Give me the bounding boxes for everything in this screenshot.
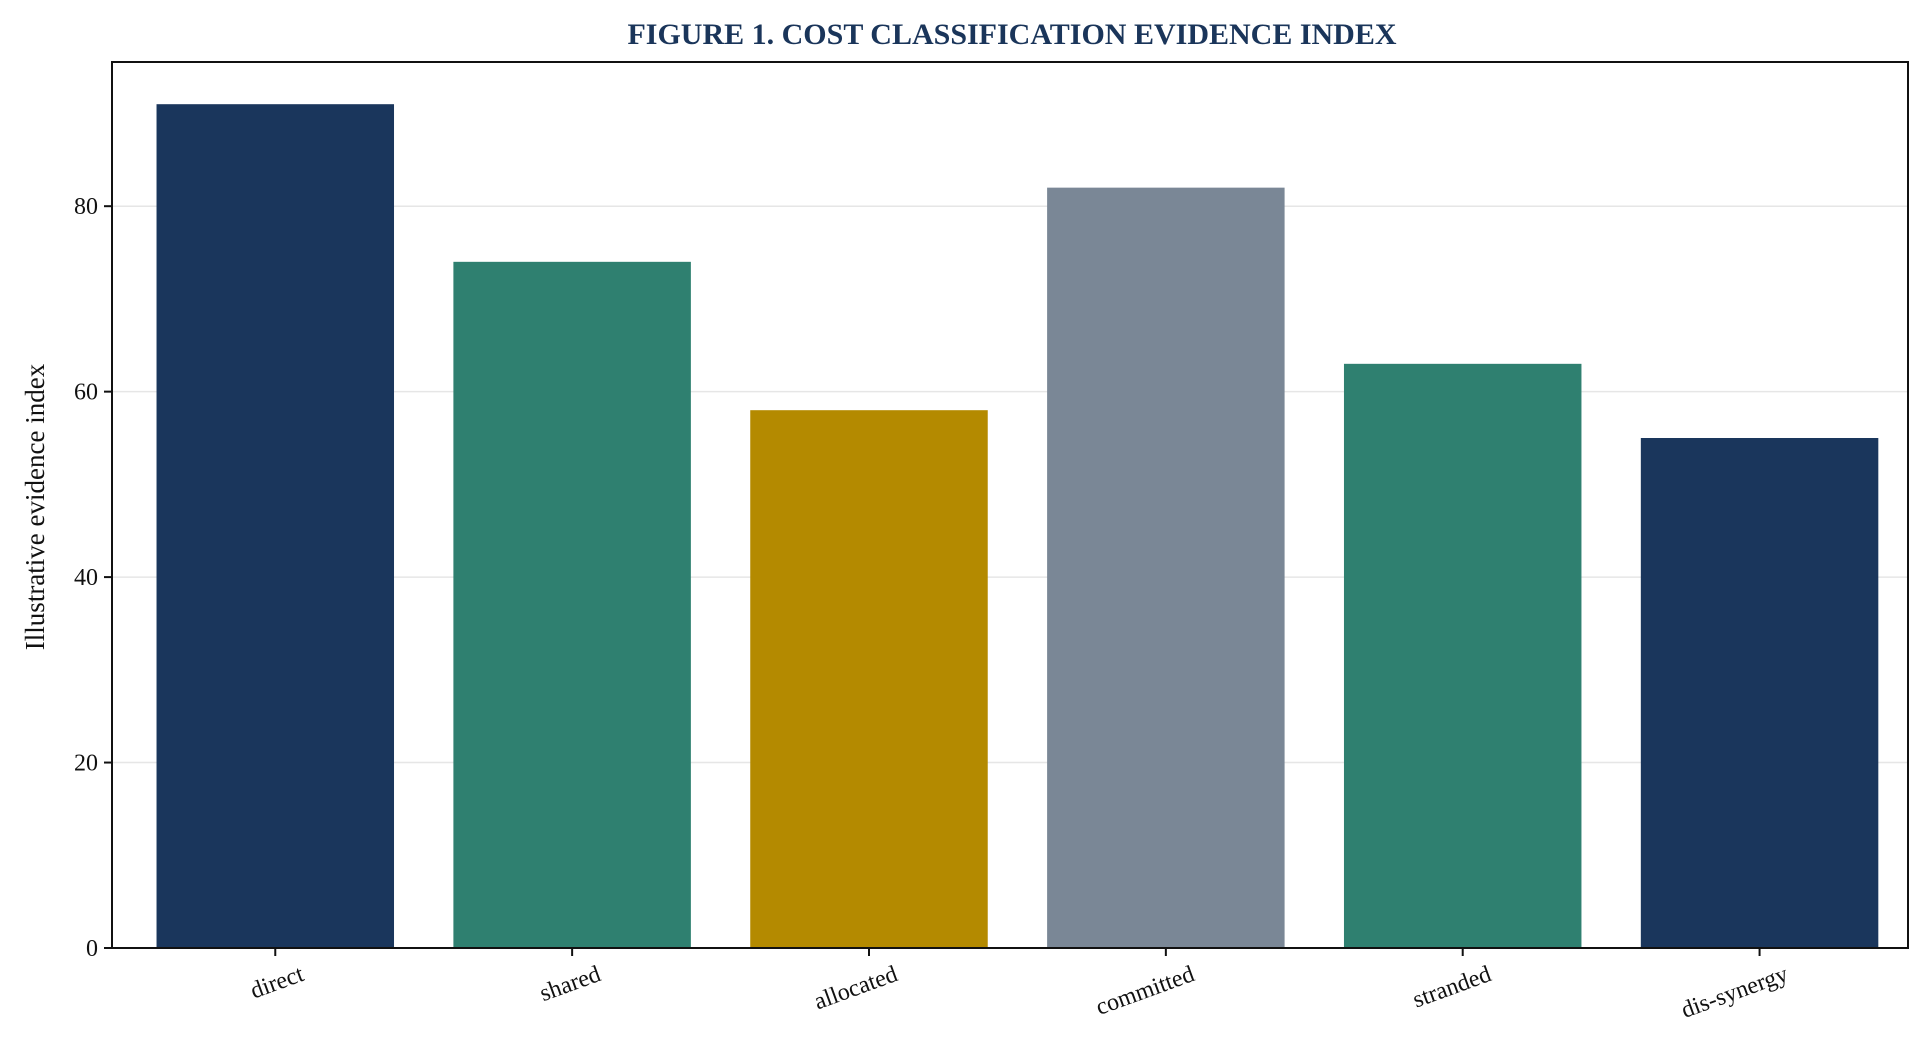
x-tick-label-dis-synergy: dis-synergy [1678,961,1792,1024]
y-axis-label: Illustrative evidence index [20,363,50,650]
plot-frame [111,61,1909,949]
y-tick-label-40: 40 [74,565,98,591]
axes [111,61,1909,949]
y-tick-label-80: 80 [74,194,98,220]
bar-stranded [1343,363,1582,948]
bar-allocated [750,410,988,948]
x-tick-label-direct: direct [247,961,308,1004]
y-tick-label-20: 20 [74,751,98,777]
y-tick-label-0: 0 [86,936,98,962]
bar-series [156,104,1879,949]
bar-committed [1047,187,1285,948]
x-tick-label-committed: committed [1093,961,1198,1021]
x-tick-label-stranded: stranded [1409,961,1494,1013]
bar-direct [156,104,395,948]
y-tick-label-60: 60 [74,380,98,406]
x-tick-label-allocated: allocated [811,961,901,1015]
x-axis-ticks: direct shared allocated committed stranded di… [247,948,1792,1024]
bar-dis-synergy [1640,438,1879,948]
grid-lines [112,205,1908,764]
y-axis-ticks: 0 20 40 60 80 [74,194,112,962]
x-tick-label-shared: shared [536,961,604,1007]
chart-title: FIGURE 1. COST CLASSIFICATION EVIDENCE I… [627,18,1396,51]
bar-shared [453,261,691,949]
